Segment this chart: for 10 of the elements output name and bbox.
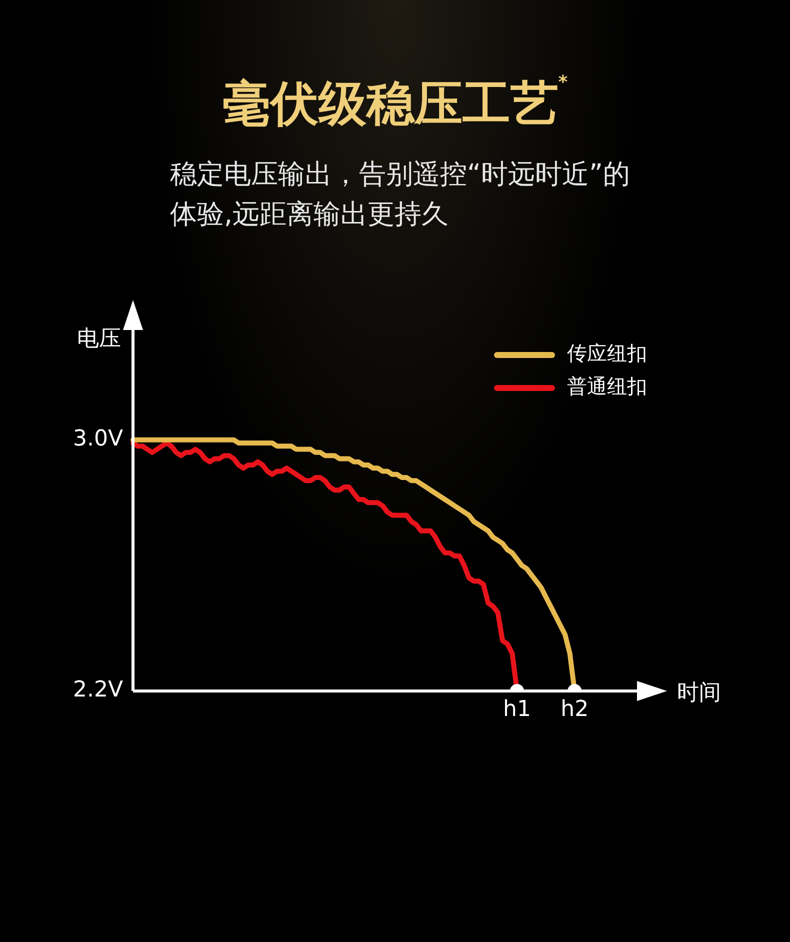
legend-label: 传应纽扣	[567, 341, 647, 366]
y-axis-title: 电压	[77, 326, 121, 352]
chart-subtitle: 稳定电压输出，告别遥控“时远时近”的体验,远距离输出更持久	[170, 158, 630, 232]
y-tick-label: 3.0V	[72, 426, 123, 452]
x-tick-label: h2	[560, 696, 589, 722]
chart-title: 毫伏级稳压工艺$^{*}$	[221, 72, 569, 134]
x-tick-label: h1	[503, 696, 531, 722]
legend-label: 普通纽扣	[567, 374, 647, 398]
y-tick-label: 2.2V	[72, 678, 123, 703]
x-axis-title: 时间	[677, 680, 721, 706]
